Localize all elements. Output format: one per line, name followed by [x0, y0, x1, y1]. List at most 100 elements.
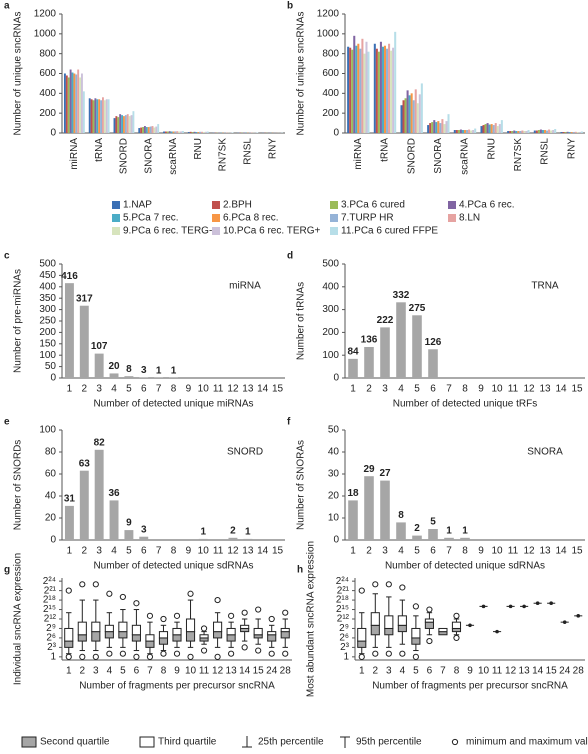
- bar: [412, 535, 422, 540]
- x-tick-label: 11: [508, 546, 519, 557]
- data-label: 136: [361, 335, 378, 346]
- box-third-quartile: [267, 631, 277, 636]
- x-tick-label: 15: [571, 384, 583, 395]
- min-point: [453, 634, 460, 642]
- data-label: 63: [79, 458, 91, 469]
- panel-label: c: [4, 251, 10, 262]
- x-tick-label: 12: [227, 546, 239, 557]
- bar: [383, 45, 387, 133]
- x-tick-label: 7: [147, 666, 153, 677]
- y-tick-label: 10: [328, 513, 340, 524]
- max-point: [412, 603, 419, 610]
- bar: [380, 480, 390, 540]
- bar: [550, 130, 553, 133]
- bar: [176, 131, 179, 133]
- panel-label: b: [287, 1, 293, 12]
- legend-icon: [21, 736, 37, 748]
- bar: [109, 373, 119, 378]
- bar: [517, 131, 520, 133]
- x-tick-label: SNORD: [406, 138, 417, 174]
- x-axis-label: Number of detected unique miRNAs: [93, 399, 253, 410]
- y-tick-label: 2²¹: [337, 585, 350, 596]
- bar: [470, 130, 473, 133]
- bar: [570, 132, 573, 133]
- box-third-quartile: [118, 621, 128, 633]
- legend-label: 10.PCa 6 rec. TERG+: [223, 226, 321, 237]
- x-tick-label: 12: [523, 546, 535, 557]
- panel-label: h: [297, 565, 303, 576]
- x-tick-label: 4: [398, 546, 404, 557]
- x-tick-label: 11: [213, 546, 224, 557]
- data-label: 3: [141, 524, 147, 535]
- x-tick-label: 12: [227, 384, 239, 395]
- data-label: 416: [61, 271, 78, 282]
- x-tick-label: 12: [523, 384, 535, 395]
- box-second-quartile: [424, 621, 434, 629]
- data-label: 275: [409, 303, 426, 314]
- x-tick-label: 11: [492, 666, 503, 677]
- bar: [170, 131, 173, 133]
- max-point: [200, 625, 208, 632]
- y-tick-label: 0: [333, 535, 339, 546]
- bar: [373, 43, 376, 133]
- y-tick-label: 2⁶: [46, 633, 56, 644]
- x-tick-label: 15: [571, 546, 583, 557]
- min-point: [106, 650, 113, 657]
- data-label: 332: [393, 290, 410, 301]
- box-second-quartile: [91, 631, 101, 642]
- bar: [525, 131, 528, 133]
- x-tick-label: 7: [156, 384, 162, 395]
- x-tick-label: 5: [126, 384, 132, 395]
- x-tick-label: 5: [414, 384, 420, 395]
- y-tick-label: 450: [39, 270, 56, 281]
- x-tick-label: miRNA: [69, 138, 80, 170]
- y-tick-label: 400: [322, 281, 339, 292]
- x-tick-label: 13: [242, 384, 254, 395]
- bar: [71, 72, 74, 133]
- legend-icon: [242, 736, 252, 748]
- legend-swatch: [448, 201, 456, 209]
- bar: [172, 131, 175, 133]
- bar: [564, 132, 567, 133]
- bar: [439, 123, 442, 133]
- x-tick-label: 5: [413, 666, 419, 677]
- box-second-quartile: [280, 631, 290, 639]
- bar: [151, 126, 154, 133]
- median-point: [562, 620, 567, 624]
- x-tick-label: RN7SK: [513, 138, 524, 172]
- bar: [484, 124, 487, 133]
- data-label: 107: [91, 341, 108, 352]
- box-third-quartile: [158, 631, 169, 639]
- data-label: 126: [425, 337, 442, 348]
- x-tick-label: tRNA: [94, 138, 105, 162]
- bar: [453, 130, 456, 133]
- x-tick-label: 10: [478, 666, 490, 677]
- bar: [157, 124, 160, 133]
- legend-label: 7.TURP HR: [341, 213, 394, 224]
- bar: [153, 127, 156, 133]
- y-axis-label: Most abundant sncRNA expression: [306, 541, 317, 697]
- y-tick-label: 400: [39, 281, 56, 292]
- min-point: [79, 653, 86, 660]
- bar: [494, 123, 497, 133]
- bar: [81, 73, 83, 133]
- y-axis-label: Number of SNORAs: [296, 440, 307, 530]
- bar: [122, 116, 125, 133]
- min-point: [385, 650, 392, 657]
- panel-label: e: [4, 417, 10, 428]
- y-tick-label: 400: [39, 88, 56, 99]
- bar: [193, 131, 196, 133]
- min-point: [92, 653, 99, 660]
- bar: [361, 38, 364, 133]
- x-tick-label: 4: [398, 384, 404, 395]
- x-tick-label: 4: [400, 666, 406, 677]
- bar: [408, 95, 411, 133]
- bar: [367, 51, 370, 133]
- x-tick-label: 9: [478, 546, 484, 557]
- bar: [400, 105, 403, 133]
- x-tick-label: 15: [272, 546, 284, 557]
- y-tick-label: 100: [39, 350, 56, 361]
- bar: [243, 538, 253, 540]
- x-tick-label: 8: [462, 384, 468, 395]
- box-second-quartile: [185, 631, 196, 642]
